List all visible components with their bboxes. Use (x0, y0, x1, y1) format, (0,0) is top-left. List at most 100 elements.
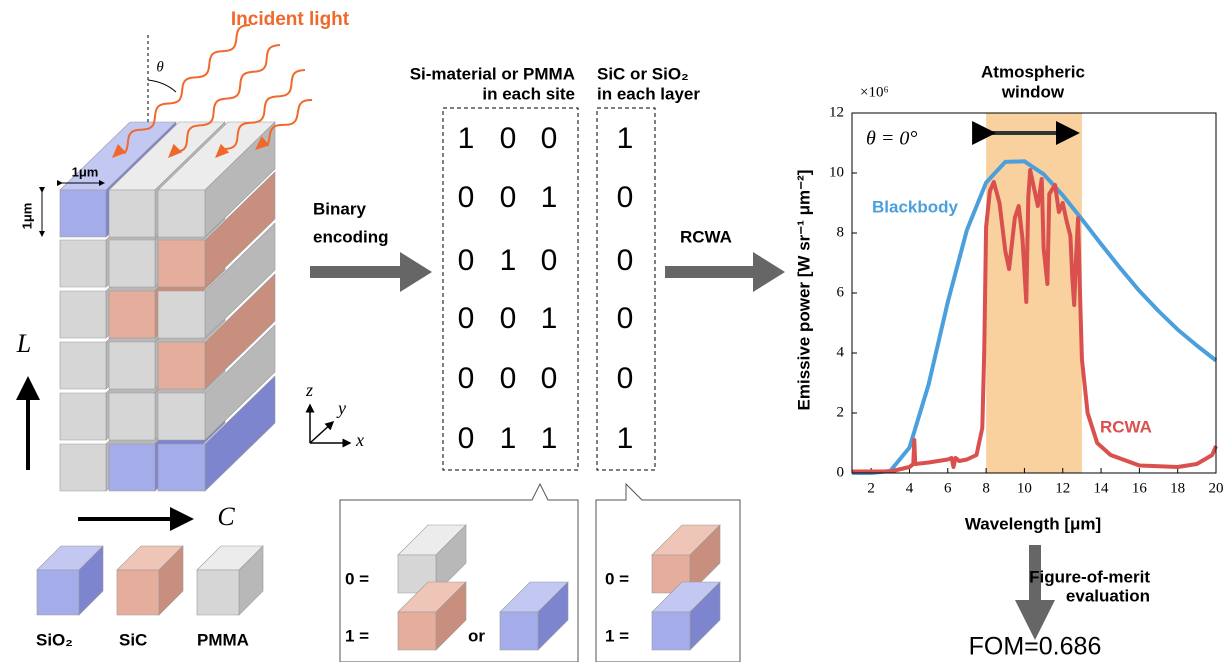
block-face (652, 612, 690, 650)
site-digit: 0 (458, 362, 475, 395)
block-face (60, 342, 106, 389)
scale-label: ×10⁶ (860, 84, 889, 100)
site-digit: 0 (500, 302, 517, 335)
angle-label: θ = 0° (866, 128, 917, 150)
block-face (109, 444, 155, 491)
material-label: SiC (119, 630, 147, 649)
process-arrow (753, 252, 785, 292)
y-tick-label: 4 (837, 344, 845, 360)
y-tick-label: 0 (837, 464, 845, 480)
block (117, 546, 183, 615)
process-arrow (400, 252, 432, 292)
evaluation-label: Figure-of-merit (1029, 567, 1150, 586)
block-face (60, 444, 106, 491)
figure: Incident light θ 1μm 1μm L C z y x SiO₂ … (0, 0, 1232, 662)
site-digit: 0 (500, 362, 517, 395)
block-face (109, 342, 155, 389)
block-face (158, 444, 205, 491)
x-tick-label: 16 (1132, 480, 1148, 496)
block-face (158, 240, 205, 287)
x-tick-label: 8 (982, 480, 990, 496)
layer-box (597, 108, 655, 470)
site-header: Si-material or PMMA (410, 64, 575, 83)
layer-digit: 0 (617, 362, 634, 395)
unit-height: 1μm (19, 203, 34, 230)
block-face (60, 393, 106, 440)
site-digit: 0 (541, 244, 558, 277)
site-digit: 1 (458, 122, 475, 155)
site-digit: 0 (458, 181, 475, 214)
block-face (398, 612, 436, 650)
x-tick-label: 12 (1055, 480, 1070, 496)
y-tick-label: 8 (837, 224, 845, 240)
block-face (158, 342, 205, 389)
block-face (60, 190, 106, 237)
block-face (60, 291, 106, 338)
key-label: 1 = (345, 626, 369, 645)
site-digit: 0 (458, 302, 475, 335)
block-face (117, 570, 159, 615)
site-digit: 0 (458, 422, 475, 455)
key-label: 1 = (605, 626, 629, 645)
theta-label: θ (156, 59, 164, 75)
block-face (109, 291, 155, 338)
x-tick-label: 20 (1209, 480, 1224, 496)
y-tick-label: 10 (829, 164, 844, 180)
layer-digit: 0 (617, 181, 634, 214)
block-face (60, 240, 106, 287)
key-label: 0 = (605, 569, 629, 588)
block (37, 546, 103, 615)
axis-c: C (217, 502, 235, 531)
site-digit: 0 (541, 122, 558, 155)
site-digit: 1 (541, 302, 558, 335)
window-label: window (1001, 82, 1065, 101)
decor (28, 25, 1055, 662)
x-tick-label: 14 (1094, 480, 1110, 496)
site-digit: 0 (500, 181, 517, 214)
y-tick-label: 2 (837, 404, 845, 420)
site-digit: 1 (541, 181, 558, 214)
block-face (197, 570, 239, 615)
block-face (37, 570, 79, 615)
encoding-label: encoding (313, 227, 389, 246)
site-digit: 0 (541, 362, 558, 395)
axis-l: L (16, 329, 31, 358)
x-tick-label: 18 (1170, 480, 1185, 496)
block-face (158, 190, 205, 237)
site-digit: 1 (500, 244, 517, 277)
site-digit: 1 (541, 422, 558, 455)
coord-y: y (336, 398, 346, 418)
block-face (158, 393, 205, 440)
coord-x: x (355, 430, 364, 450)
x-tick-label: 4 (906, 480, 914, 496)
material-label: SiO₂ (36, 630, 73, 649)
block-face (109, 190, 155, 237)
unit-width: 1μm (72, 164, 99, 179)
block (197, 546, 263, 615)
y-tick-label: 6 (837, 284, 845, 300)
y-tick-label: 12 (829, 104, 844, 120)
site-digit: 0 (500, 122, 517, 155)
layer-digit: 1 (617, 422, 634, 455)
legend-label: Blackbody (872, 197, 959, 216)
process-arrow (310, 266, 402, 278)
incident-light-label: Incident light (231, 9, 350, 30)
site-digit: 1 (500, 422, 517, 455)
x-axis-label: Wavelength [μm] (965, 514, 1101, 533)
fom-result: FOM=0.686 (969, 633, 1102, 661)
evaluation-label: evaluation (1066, 586, 1150, 605)
block-face (109, 240, 155, 287)
key-label: 0 = (345, 569, 369, 588)
layer-header: in each layer (597, 84, 700, 103)
solver-label: RCWA (680, 227, 732, 246)
theta-arc (148, 80, 176, 92)
site-box (443, 108, 578, 470)
coord-z: z (305, 380, 313, 400)
block-face (158, 291, 205, 338)
layer-digit: 1 (617, 122, 634, 155)
coord-axis (310, 422, 333, 443)
layer-digit: 0 (617, 302, 634, 335)
block-face (109, 393, 155, 440)
key-label: or (468, 626, 485, 645)
layer-digit: 0 (617, 244, 634, 277)
